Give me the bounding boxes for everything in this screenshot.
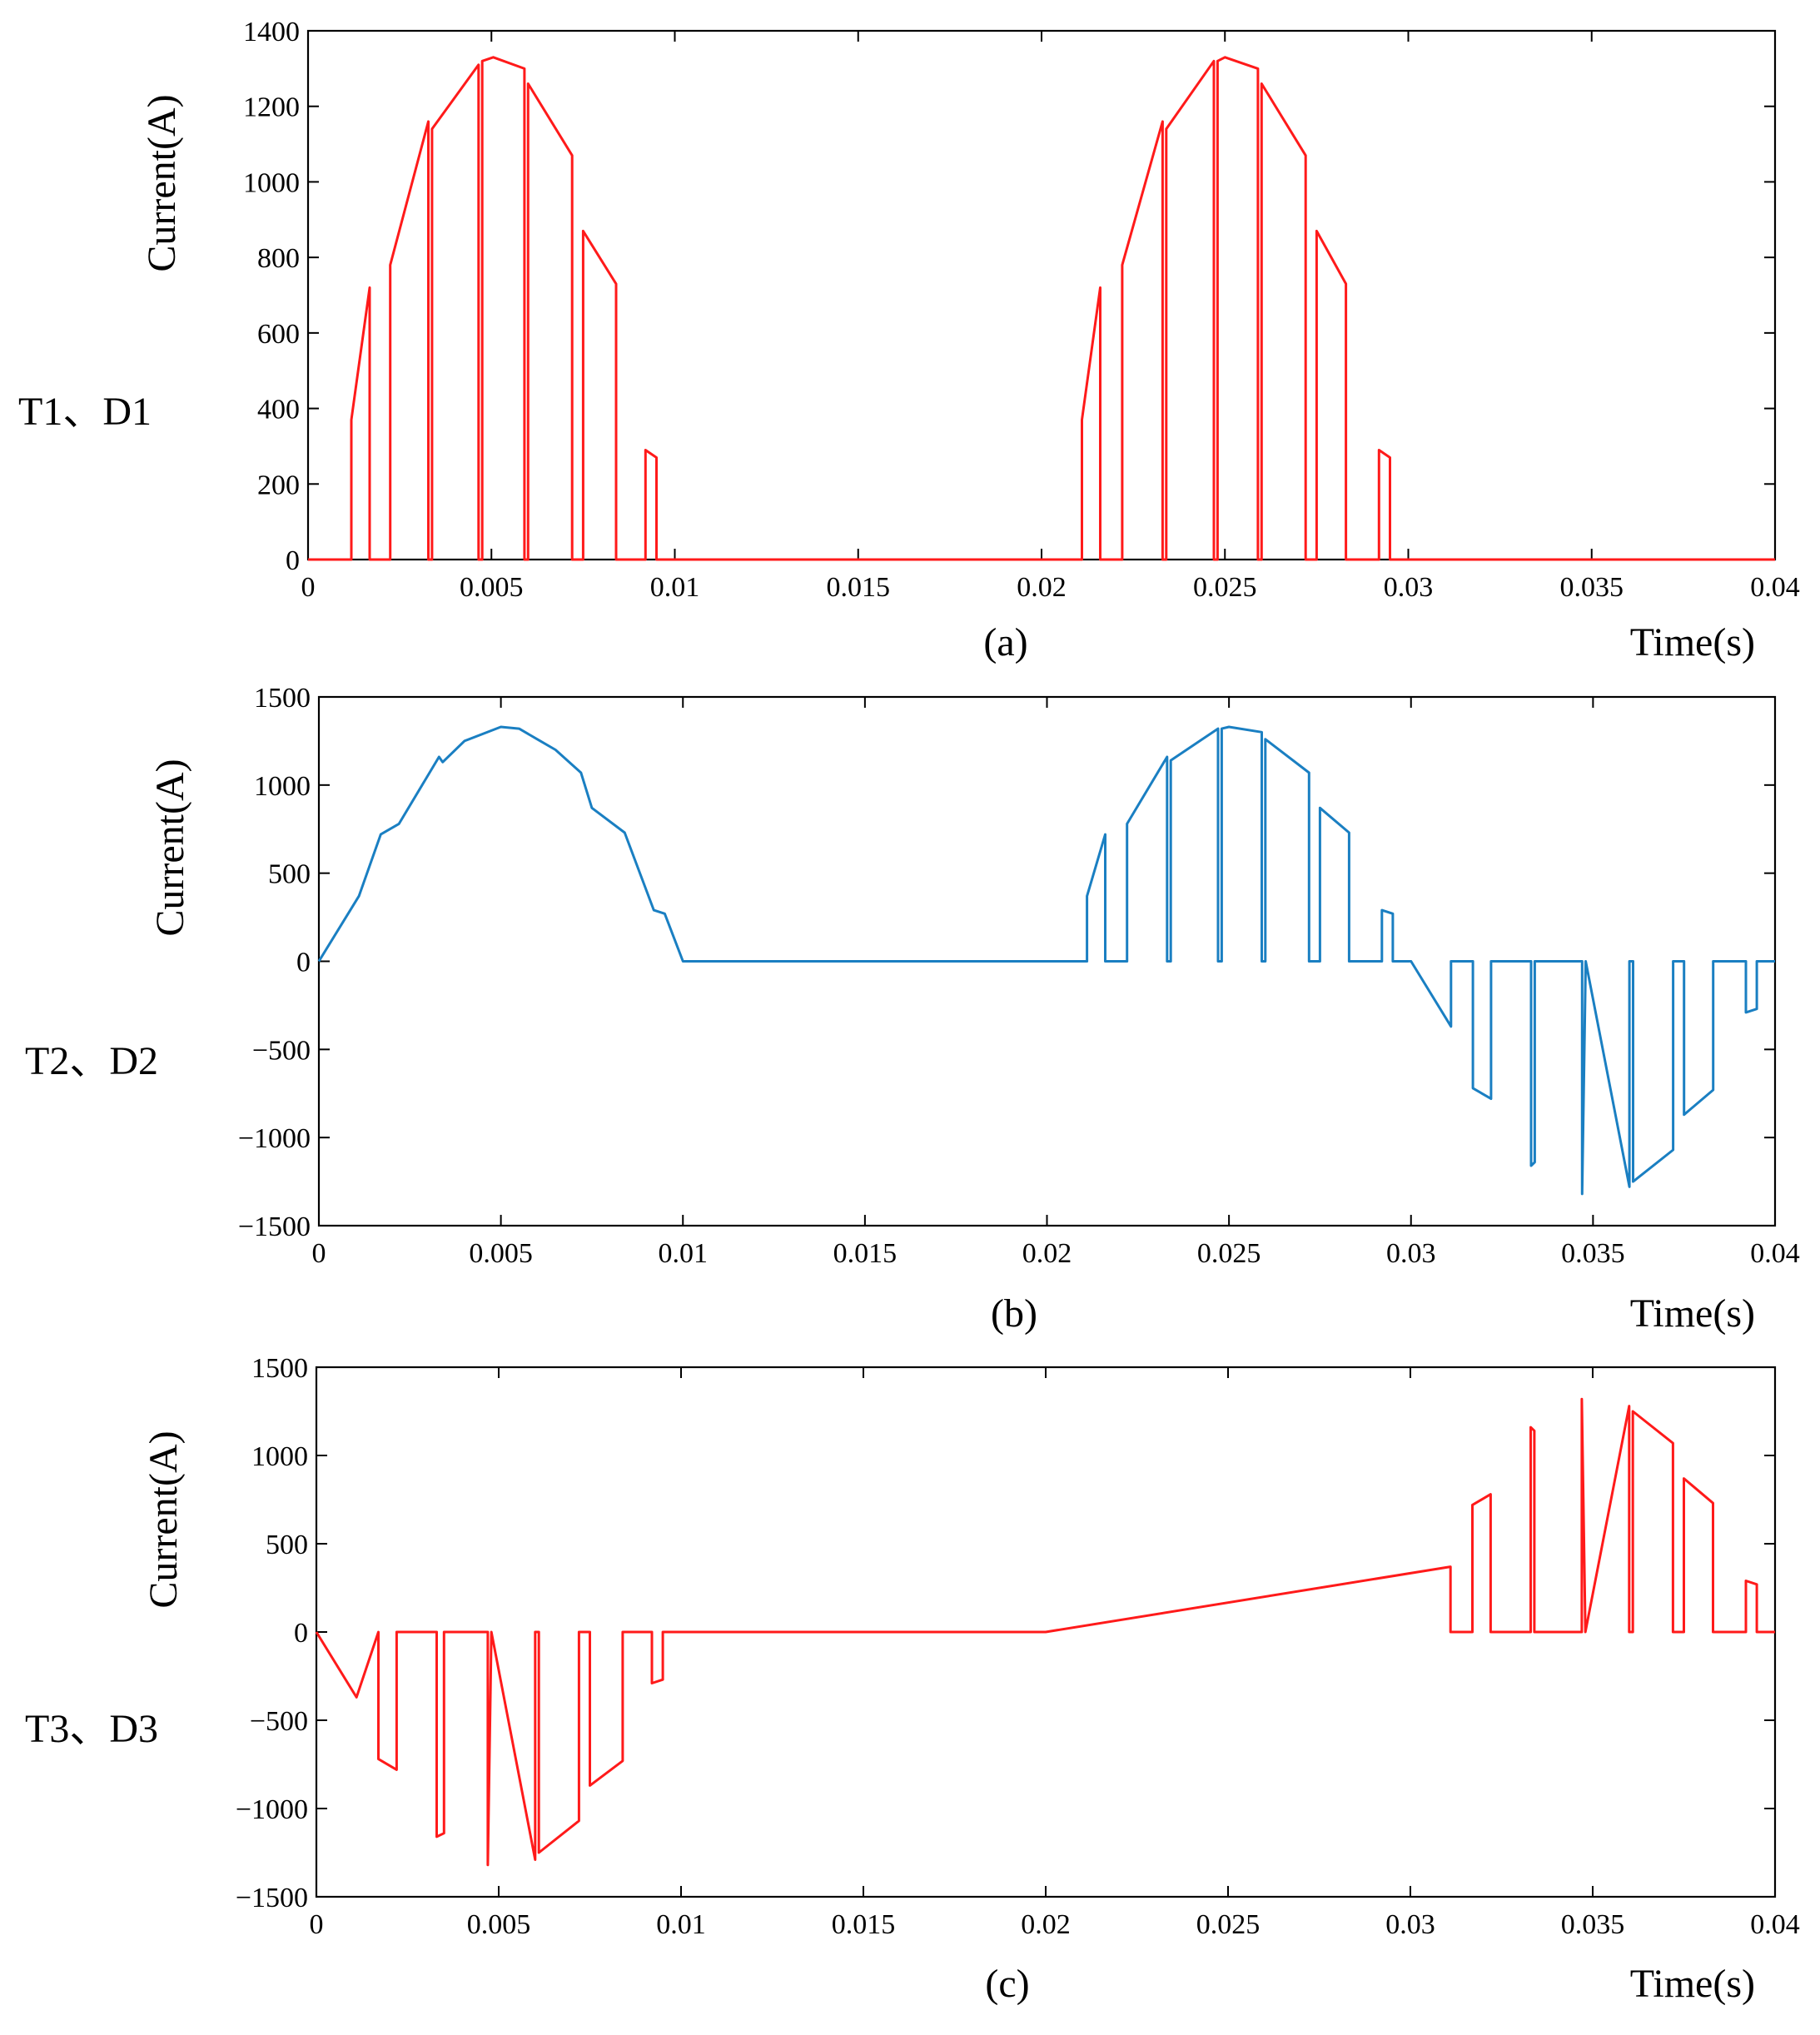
current-series-line	[315, 1397, 1775, 1867]
y-tick-label: 500	[268, 859, 311, 890]
x-tick-label: 0.025	[1197, 1238, 1261, 1269]
y-tick-label: 200	[257, 470, 300, 500]
data-line-group	[317, 725, 1775, 1196]
current-series-line	[317, 725, 1775, 1196]
panel-side-label: T2、D2	[25, 1039, 158, 1083]
x-tick-label: 0.025	[1193, 572, 1257, 603]
y-tick-label: 800	[257, 243, 300, 274]
x-axis-label: Time(s)	[1630, 620, 1755, 664]
x-tick-labels: 0 0.005 0.01 0.015 0.02 0.025 0.03 0.035 0.04	[301, 572, 1800, 603]
x-tick-label: 0.015	[832, 1909, 896, 1940]
panel-a: 0 0.005 0.01 0.015 0.02 0.025 0.03 0.035 0.04 0 2…	[18, 17, 1800, 664]
x-tick-label: 0.015	[827, 572, 891, 603]
y-tick-label: 0	[294, 1618, 308, 1649]
x-tick-label: 0.02	[1021, 1909, 1071, 1940]
data-line-group	[308, 56, 1775, 561]
current-series-line	[308, 56, 1775, 561]
y-tick-label: −500	[252, 1035, 311, 1066]
y-tick-label: −1000	[236, 1794, 308, 1825]
x-tick-label: 0.025	[1196, 1909, 1261, 1940]
panel-caption: (a)	[983, 620, 1027, 664]
panel-side-label: T1、D1	[18, 390, 152, 434]
y-axis-label: Current(A)	[148, 759, 192, 936]
x-tick-label: 0	[301, 572, 316, 603]
y-tick-label: 500	[266, 1530, 308, 1560]
x-tick-label: 0.035	[1561, 1238, 1625, 1269]
y-axis-label: Current(A)	[142, 1430, 186, 1608]
y-tick-label: 1000	[254, 771, 311, 802]
x-tick-label: 0.01	[656, 1909, 706, 1940]
y-tick-label: 400	[257, 395, 300, 425]
y-tick-label: −1000	[238, 1123, 311, 1154]
x-tick-label: 0.03	[1384, 572, 1434, 603]
x-tick-label: 0.04	[1750, 1909, 1800, 1940]
y-tick-label: −1500	[236, 1883, 308, 1913]
tick-marks	[307, 30, 1776, 560]
y-tick-label: 1200	[243, 92, 300, 123]
panel-caption: (c)	[985, 1962, 1029, 2006]
x-tick-label: 0.005	[467, 1909, 531, 1940]
tick-marks	[316, 1366, 1776, 1898]
x-tick-label: 0.04	[1750, 1238, 1800, 1269]
panel-c: 0 0.005 0.01 0.015 0.02 0.025 0.03 0.035 0.04 −1…	[25, 1353, 1800, 2006]
y-tick-label: 1400	[243, 17, 300, 47]
x-tick-label: 0.005	[460, 572, 524, 603]
y-tick-label: −1500	[238, 1212, 311, 1242]
tick-marks	[318, 696, 1776, 1226]
y-tick-labels: −1500 −1000 −500 0 500 1000 1500	[236, 1353, 308, 1913]
x-tick-label: 0.03	[1386, 1238, 1436, 1269]
panel-b: 0 0.005 0.01 0.015 0.02 0.025 0.03 0.035 0.04 −1…	[25, 683, 1800, 1336]
y-tick-label: 1500	[254, 683, 311, 714]
x-tick-labels: 0 0.005 0.01 0.015 0.02 0.025 0.03 0.035 0.04	[310, 1909, 1800, 1940]
y-tick-label: −500	[250, 1706, 308, 1737]
y-tick-label: 1000	[251, 1441, 308, 1472]
x-tick-label: 0.01	[650, 572, 700, 603]
x-tick-label: 0.01	[659, 1238, 709, 1269]
x-tick-label: 0.005	[469, 1238, 533, 1269]
x-tick-label: 0	[312, 1238, 326, 1269]
y-tick-label: 0	[296, 948, 311, 978]
panel-side-label: T3、D3	[25, 1707, 158, 1751]
y-tick-label: 600	[257, 319, 300, 350]
y-axis-label: Current(A)	[140, 94, 184, 271]
x-tick-label: 0.035	[1561, 1909, 1625, 1940]
data-line-group	[315, 1397, 1775, 1867]
x-tick-label: 0.035	[1560, 572, 1624, 603]
y-tick-label: 1500	[251, 1353, 308, 1384]
y-tick-labels: 0 200 400 600 800 1000 1200 1400	[243, 17, 300, 576]
x-tick-labels: 0 0.005 0.01 0.015 0.02 0.025 0.03 0.035 0.04	[312, 1238, 1800, 1269]
x-tick-label: 0.015	[833, 1238, 898, 1269]
x-tick-label: 0.03	[1385, 1909, 1435, 1940]
x-tick-label: 0	[310, 1909, 324, 1940]
x-tick-label: 0.04	[1750, 572, 1800, 603]
x-tick-label: 0.02	[1017, 572, 1067, 603]
x-axis-label: Time(s)	[1630, 1962, 1755, 2006]
panel-caption: (b)	[991, 1291, 1037, 1336]
y-tick-label: 0	[286, 545, 300, 576]
x-axis-label: Time(s)	[1630, 1291, 1755, 1336]
x-tick-label: 0.02	[1022, 1238, 1072, 1269]
y-tick-labels: −1500 −1000 −500 0 500 1000 1500	[238, 683, 311, 1242]
y-tick-label: 1000	[243, 167, 300, 198]
